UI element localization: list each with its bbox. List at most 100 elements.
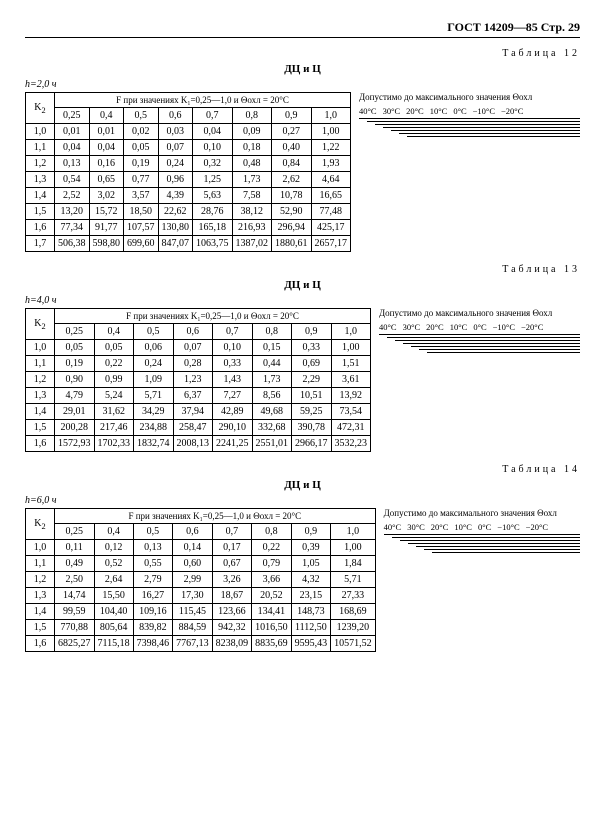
temp-label: 0°C bbox=[453, 106, 466, 116]
k2-cell: 1,6 bbox=[26, 436, 55, 452]
data-cell: 0,44 bbox=[252, 356, 292, 372]
data-cell: 31,62 bbox=[94, 404, 134, 420]
col-header-f: F при значениях K₁=0,25—1,0 и Θохл = 20°… bbox=[55, 93, 351, 108]
page-header: ГОСТ 14209—85 Стр. 29 bbox=[25, 20, 580, 38]
section-title: ДЦ и Ц bbox=[25, 279, 580, 291]
data-cell: 1112,50 bbox=[291, 620, 331, 636]
data-cell: 0,01 bbox=[89, 124, 124, 140]
table-row: 1,10,190,220,240,280,330,440,691,51 bbox=[26, 356, 371, 372]
data-cell: 0,05 bbox=[55, 340, 95, 356]
data-cell: 0,05 bbox=[124, 140, 159, 156]
data-cell: 16,65 bbox=[311, 188, 351, 204]
data-cell: 0,04 bbox=[193, 124, 233, 140]
data-cell: 699,60 bbox=[124, 236, 159, 252]
k2-cell: 1,0 bbox=[26, 124, 55, 140]
data-cell: 0,13 bbox=[133, 540, 173, 556]
data-cell: 1,73 bbox=[232, 172, 272, 188]
table-label: Таблица 13 bbox=[25, 264, 580, 275]
data-cell: 20,52 bbox=[252, 588, 292, 604]
data-cell: 0,05 bbox=[94, 340, 134, 356]
data-cell: 2,29 bbox=[292, 372, 332, 388]
data-cell: 15,72 bbox=[89, 204, 124, 220]
data-cell: 59,25 bbox=[292, 404, 332, 420]
data-cell: 1880,61 bbox=[272, 236, 312, 252]
table-row: 1,513,2015,7218,5022,6228,7638,1252,9077… bbox=[26, 204, 351, 220]
data-cell: 8,56 bbox=[252, 388, 292, 404]
table-row: 1,20,130,160,190,240,320,480,841,93 bbox=[26, 156, 351, 172]
data-cell: 0,19 bbox=[55, 356, 95, 372]
data-cell: 2,99 bbox=[173, 572, 213, 588]
data-cell: 17,30 bbox=[173, 588, 213, 604]
data-cell: 1,25 bbox=[193, 172, 233, 188]
data-cell: 805,64 bbox=[94, 620, 133, 636]
temp-label: 10°C bbox=[430, 106, 448, 116]
data-cell: 425,17 bbox=[311, 220, 351, 236]
data-cell: 0,48 bbox=[232, 156, 272, 172]
data-cell: 0,33 bbox=[292, 340, 332, 356]
data-cell: 9595,43 bbox=[291, 636, 331, 652]
side-legend: Допустимо до максимального значения Θохл… bbox=[376, 508, 580, 555]
data-cell: 0,24 bbox=[158, 156, 193, 172]
data-cell: 2241,25 bbox=[213, 436, 253, 452]
temp-label: 30°C bbox=[383, 106, 401, 116]
data-cell: 2,50 bbox=[55, 572, 95, 588]
col-header-f: F при значениях K₁=0,25—1,0 и Θохл = 20°… bbox=[55, 509, 376, 524]
data-cell: 1572,93 bbox=[55, 436, 95, 452]
legend-text: Допустимо до максимального значения Θохл bbox=[379, 308, 580, 318]
k2-cell: 1,2 bbox=[26, 372, 55, 388]
data-cell: 0,77 bbox=[124, 172, 159, 188]
temp-label: 10°C bbox=[450, 322, 468, 332]
data-cell: 0,65 bbox=[89, 172, 124, 188]
data-cell: 0,17 bbox=[212, 540, 252, 556]
temp-label: 40°C bbox=[379, 322, 397, 332]
data-cell: 13,20 bbox=[55, 204, 90, 220]
data-cell: 0,09 bbox=[232, 124, 272, 140]
k2-cell: 1,1 bbox=[26, 356, 55, 372]
data-cell: 0,11 bbox=[55, 540, 95, 556]
data-cell: 0,69 bbox=[292, 356, 332, 372]
col-header: 0,7 bbox=[213, 324, 253, 340]
data-cell: 1,09 bbox=[134, 372, 174, 388]
k2-cell: 1,1 bbox=[26, 556, 55, 572]
section-title: ДЦ и Ц bbox=[25, 479, 580, 491]
temp-label: 0°C bbox=[473, 322, 486, 332]
table-row: 1,10,490,520,550,600,670,791,051,84 bbox=[26, 556, 376, 572]
table-wrap: K2F при значениях K₁=0,25—1,0 и Θохл = 2… bbox=[25, 308, 580, 452]
k2-cell: 1,0 bbox=[26, 540, 55, 556]
table-row: 1,20,900,991,091,231,431,732,293,61 bbox=[26, 372, 371, 388]
col-header: 0,25 bbox=[55, 324, 95, 340]
data-cell: 258,47 bbox=[173, 420, 213, 436]
col-header: 0,8 bbox=[252, 524, 292, 540]
data-cell: 7,27 bbox=[213, 388, 253, 404]
data-cell: 0,01 bbox=[55, 124, 90, 140]
k2-cell: 1,6 bbox=[26, 636, 55, 652]
data-cell: 52,90 bbox=[272, 204, 312, 220]
legend-text: Допустимо до максимального значения Θохл bbox=[359, 92, 580, 102]
data-cell: 34,29 bbox=[134, 404, 174, 420]
data-cell: 847,07 bbox=[158, 236, 193, 252]
temp-label: 40°C bbox=[359, 106, 377, 116]
temp-label: −20°C bbox=[521, 322, 543, 332]
data-cell: 77,34 bbox=[55, 220, 90, 236]
data-cell: 0,55 bbox=[133, 556, 173, 572]
data-cell: 884,59 bbox=[173, 620, 213, 636]
k2-cell: 1,3 bbox=[26, 588, 55, 604]
data-cell: 134,41 bbox=[252, 604, 292, 620]
data-cell: 217,46 bbox=[94, 420, 134, 436]
temp-label: −20°C bbox=[526, 522, 548, 532]
col-header: 0,25 bbox=[55, 524, 95, 540]
data-cell: 0,28 bbox=[173, 356, 213, 372]
data-cell: 37,94 bbox=[173, 404, 213, 420]
table-wrap: K2F при значениях K₁=0,25—1,0 и Θохл = 2… bbox=[25, 92, 580, 252]
data-cell: 91,77 bbox=[89, 220, 124, 236]
data-cell: 27,33 bbox=[331, 588, 376, 604]
data-cell: 216,93 bbox=[232, 220, 272, 236]
data-cell: 3,02 bbox=[89, 188, 124, 204]
data-cell: 28,76 bbox=[193, 204, 233, 220]
data-cell: 29,01 bbox=[55, 404, 95, 420]
data-cell: 3,66 bbox=[252, 572, 292, 588]
temperature-ladder: 40°C30°C20°C10°C0°C−10°C−20°C bbox=[379, 322, 580, 353]
data-cell: 0,33 bbox=[213, 356, 253, 372]
data-cell: 18,50 bbox=[124, 204, 159, 220]
table-row: 1,22,502,642,792,993,263,664,325,71 bbox=[26, 572, 376, 588]
